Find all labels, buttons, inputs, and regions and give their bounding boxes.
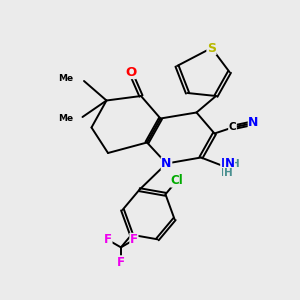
- Text: N: N: [220, 157, 231, 170]
- Text: F: F: [117, 256, 125, 269]
- Text: Cl: Cl: [171, 174, 183, 187]
- Text: H: H: [221, 167, 230, 178]
- Text: Me: Me: [58, 74, 74, 83]
- Text: N: N: [161, 157, 172, 170]
- Text: H: H: [224, 167, 232, 178]
- Text: Me: Me: [58, 114, 74, 123]
- Text: O: O: [125, 65, 136, 79]
- Text: F: F: [104, 233, 112, 246]
- Text: N: N: [224, 157, 235, 170]
- Text: N: N: [248, 116, 259, 130]
- Text: H: H: [231, 159, 240, 170]
- Text: C: C: [229, 122, 236, 133]
- Text: S: S: [207, 41, 216, 55]
- Text: F: F: [130, 233, 138, 246]
